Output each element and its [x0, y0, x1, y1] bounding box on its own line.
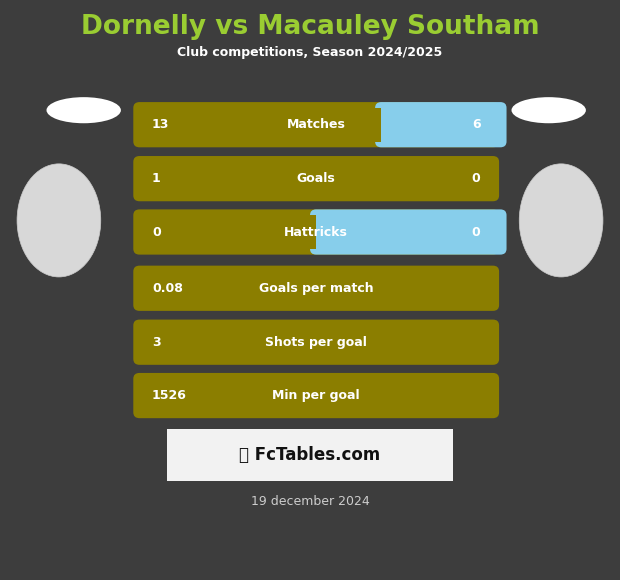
Text: 1526: 1526	[152, 389, 187, 402]
Text: 0: 0	[472, 226, 480, 238]
FancyBboxPatch shape	[133, 320, 499, 365]
Text: Goals per match: Goals per match	[259, 282, 373, 295]
Text: 0: 0	[152, 226, 161, 238]
Text: 3: 3	[152, 336, 161, 349]
FancyBboxPatch shape	[133, 266, 499, 311]
Ellipse shape	[17, 164, 100, 277]
Text: Shots per goal: Shots per goal	[265, 336, 367, 349]
FancyBboxPatch shape	[140, 215, 316, 249]
Text: 1: 1	[152, 172, 161, 185]
Text: Min per goal: Min per goal	[272, 389, 360, 402]
Text: 19 december 2024: 19 december 2024	[250, 495, 370, 508]
FancyBboxPatch shape	[375, 102, 507, 147]
Text: Dornelly vs Macauley Southam: Dornelly vs Macauley Southam	[81, 14, 539, 41]
Text: Club competitions, Season 2024/2025: Club competitions, Season 2024/2025	[177, 46, 443, 59]
Text: Matches: Matches	[287, 118, 345, 131]
FancyBboxPatch shape	[133, 209, 499, 255]
FancyBboxPatch shape	[167, 429, 453, 481]
FancyBboxPatch shape	[310, 209, 507, 255]
Text: 0: 0	[472, 172, 480, 185]
Text: Goals: Goals	[297, 172, 335, 185]
Text: 6: 6	[472, 118, 480, 131]
Ellipse shape	[520, 164, 603, 277]
Text: 0.08: 0.08	[152, 282, 183, 295]
FancyBboxPatch shape	[140, 108, 381, 142]
Ellipse shape	[46, 97, 121, 124]
Text: 13: 13	[152, 118, 169, 131]
FancyBboxPatch shape	[133, 102, 499, 147]
Text: 📊 FcTables.com: 📊 FcTables.com	[239, 446, 381, 465]
FancyBboxPatch shape	[133, 373, 499, 418]
Ellipse shape	[512, 97, 586, 124]
FancyBboxPatch shape	[133, 156, 499, 201]
Text: Hattricks: Hattricks	[284, 226, 348, 238]
